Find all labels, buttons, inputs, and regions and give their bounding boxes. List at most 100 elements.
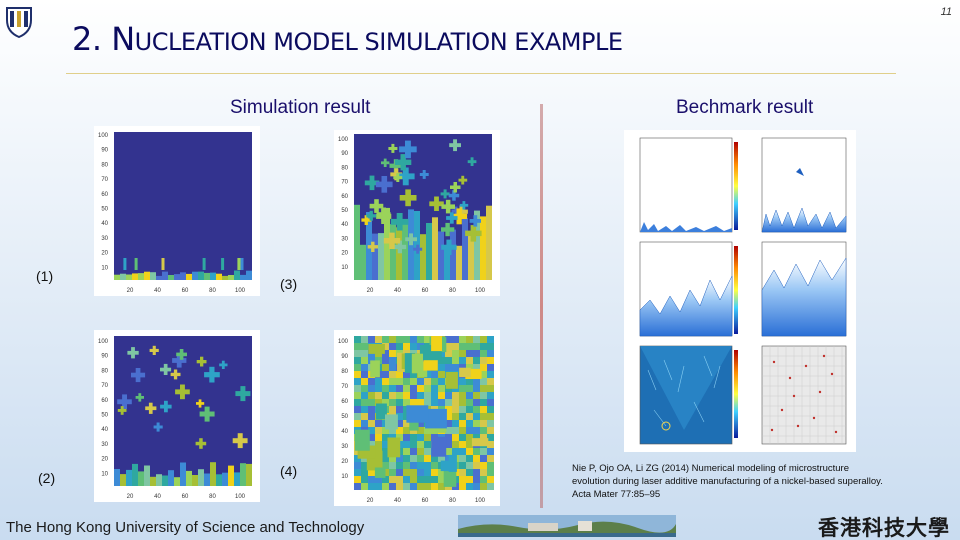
grain-cell <box>375 392 382 399</box>
grain-cell <box>417 448 424 455</box>
grain-cell <box>361 469 368 476</box>
grain-cell <box>174 274 180 280</box>
grain-cell <box>445 434 452 441</box>
grain-cell <box>466 392 473 399</box>
grain-cell <box>452 413 459 420</box>
grain-cell <box>162 475 168 486</box>
grain-cell <box>459 336 466 343</box>
grain-cell <box>473 364 480 371</box>
grain-cell <box>361 371 368 378</box>
grain-cell <box>459 406 466 413</box>
y-tick-label: 100 <box>338 339 349 345</box>
citation: Nie P, Ojo OA, Li ZG (2014) Numerical mo… <box>572 462 952 501</box>
grain-cell <box>444 248 450 280</box>
grain-cell <box>424 455 431 462</box>
grain-cell <box>368 336 375 343</box>
grain-cell <box>389 232 395 249</box>
grain-cell <box>361 392 368 399</box>
grain-cell <box>354 483 361 490</box>
grain-cell <box>204 473 210 486</box>
grain-cell <box>480 357 487 364</box>
grain-cell <box>431 392 438 399</box>
y-tick-label: 100 <box>98 339 109 345</box>
grain-cell <box>354 469 361 476</box>
grain-cell <box>462 218 468 280</box>
grain-cell <box>459 357 466 364</box>
x-tick-label: 100 <box>475 498 486 504</box>
grain-cell <box>221 360 225 369</box>
grain-cell <box>354 399 361 406</box>
grain-cell <box>402 167 409 186</box>
grain-cell <box>361 462 368 469</box>
simulation-plot-2: 100 90 80 70 60 50 40 30 20 10 20 40 60 80 100 <box>94 330 260 502</box>
grain-cell <box>382 357 389 364</box>
title-part-2: UCLEATION MODEL SIMULATION EXAMPLE <box>134 28 623 56</box>
grain-cell <box>424 399 431 406</box>
grain-cell <box>204 406 210 422</box>
grain-cell <box>204 272 210 280</box>
grain-cell <box>381 207 386 222</box>
grain-cell <box>445 406 452 413</box>
grain-cell <box>438 231 444 280</box>
grain-cell <box>424 483 431 490</box>
grain-cell <box>383 158 387 167</box>
grain-cell <box>445 199 451 214</box>
grain-cell <box>354 392 361 399</box>
x-tick-label: 40 <box>154 494 161 500</box>
y-tick-label: 90 <box>341 151 348 157</box>
grain-cell <box>487 441 494 448</box>
benchmark-heading: Bechmark result <box>676 97 814 118</box>
grain-cell <box>487 455 494 462</box>
grain-cell <box>480 413 487 420</box>
title-part-1: 2. N <box>72 20 135 58</box>
x-tick-label: 60 <box>182 494 189 500</box>
y-tick-label: 20 <box>341 251 348 257</box>
y-tick-label: 90 <box>101 354 108 360</box>
grain-cell <box>138 393 142 402</box>
y-tick-label: 40 <box>101 427 108 433</box>
grain-cell <box>452 434 459 441</box>
grain-cell <box>202 258 206 270</box>
grain-cell <box>424 371 431 378</box>
grain-cell <box>459 434 466 441</box>
grain-cell <box>385 414 398 430</box>
grain-cell <box>240 463 246 486</box>
grain-cell <box>474 210 480 280</box>
grain-cell <box>417 441 424 448</box>
grain-cell <box>389 392 396 399</box>
grain-cell <box>445 392 452 399</box>
grain-cell <box>411 353 423 374</box>
grain-cell <box>403 448 410 455</box>
grain-cell <box>431 385 438 392</box>
grain-cell <box>487 378 494 385</box>
grain-cell <box>450 229 456 280</box>
grain-cell <box>394 168 399 181</box>
grain-cell <box>368 392 375 399</box>
grain-cell <box>449 212 454 224</box>
grain-cell <box>445 441 452 448</box>
grain-cell <box>192 475 198 486</box>
grain-cell <box>234 472 240 486</box>
x-tick-label: 20 <box>367 288 374 294</box>
grain-cell <box>487 476 494 483</box>
y-tick-label: 100 <box>98 133 109 139</box>
grain-cell <box>389 427 396 434</box>
grain-cell <box>438 399 445 406</box>
grain-cell <box>361 399 368 406</box>
grain-cell <box>405 189 411 207</box>
grain-cell <box>410 469 417 476</box>
grain-cell <box>466 483 473 490</box>
grain-cell <box>445 222 450 237</box>
grain-cell <box>389 476 396 483</box>
grain-cell <box>445 448 452 455</box>
grain-cell <box>403 427 410 434</box>
grain-cell <box>354 378 361 385</box>
y-tick-label: 10 <box>341 474 348 480</box>
grain-cell <box>374 199 379 213</box>
x-tick-label: 60 <box>182 288 189 294</box>
grain-cell <box>466 476 473 483</box>
grain-cell <box>452 343 459 350</box>
grain-cell <box>443 189 447 199</box>
grain-cell <box>473 392 480 399</box>
grain-cell <box>131 347 135 359</box>
